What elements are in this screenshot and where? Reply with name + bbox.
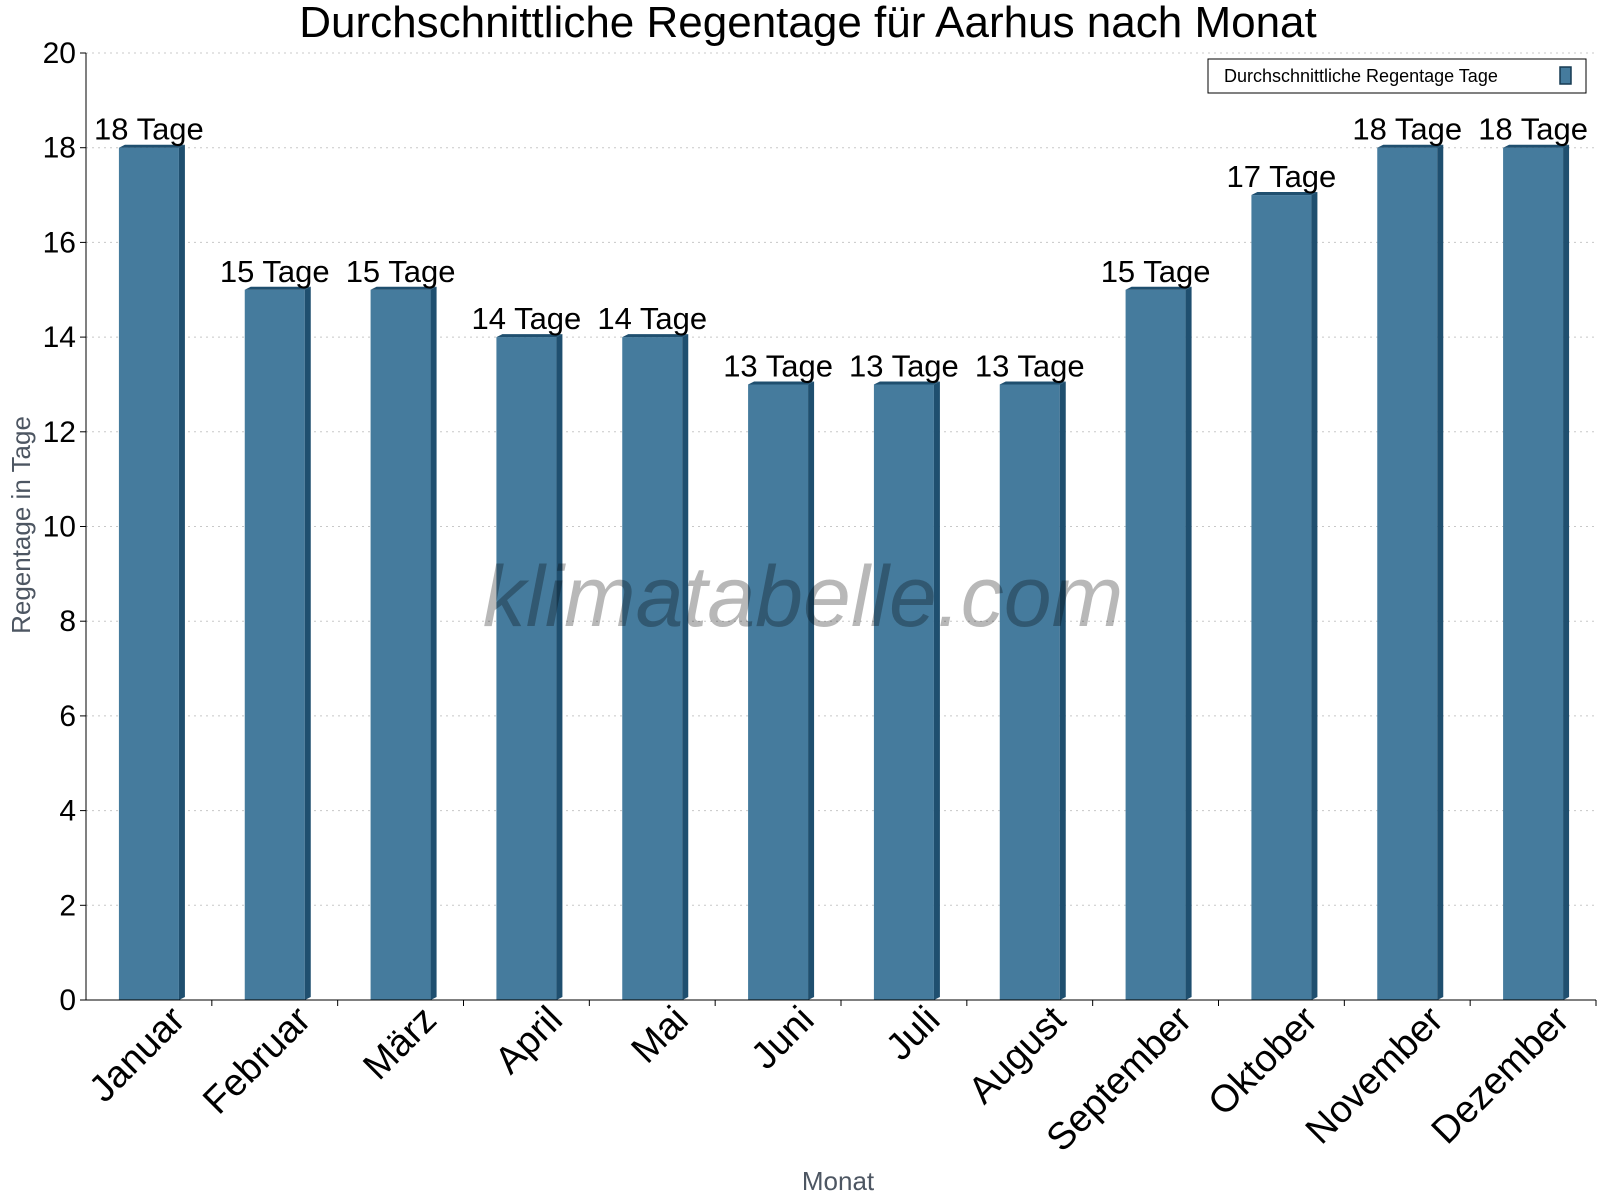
bar-top xyxy=(999,381,1066,385)
bar-april xyxy=(496,334,563,1001)
bar-top xyxy=(748,381,815,385)
bar-side xyxy=(304,286,311,1000)
bar-side xyxy=(808,381,815,1000)
bar-side xyxy=(933,381,940,1000)
bar-top xyxy=(1251,192,1318,196)
y-tick-label: 10 xyxy=(43,511,76,544)
bar-top xyxy=(496,334,563,338)
bar-side xyxy=(1437,144,1444,1000)
gridlines xyxy=(86,52,1596,906)
bar-front xyxy=(496,337,557,1001)
y-tick-label: 14 xyxy=(43,321,76,354)
x-tick-label: August xyxy=(961,998,1075,1112)
legend: Durchschnittliche Regentage Tage xyxy=(1207,58,1587,94)
bar-top xyxy=(1377,144,1444,148)
y-axis-label: Regentage in Tage xyxy=(6,416,36,634)
chart-title: Durchschnittliche Regentage für Aarhus n… xyxy=(299,0,1316,47)
data-label: 15 Tage xyxy=(1101,254,1211,289)
x-tick-label: Juli xyxy=(878,999,948,1069)
data-label: 14 Tage xyxy=(472,301,582,336)
data-label: 13 Tage xyxy=(723,348,833,383)
x-tick-label: Dezember xyxy=(1424,998,1578,1152)
bar-side xyxy=(178,144,185,1000)
y-tick-label: 20 xyxy=(43,37,76,70)
bar-front xyxy=(118,147,179,1000)
x-tick-label: Juni xyxy=(743,999,822,1078)
bar-top xyxy=(1503,144,1570,148)
bar-front xyxy=(999,384,1060,1000)
bar-mai xyxy=(622,334,689,1001)
data-label: 18 Tage xyxy=(94,112,204,147)
y-tick-label: 18 xyxy=(43,132,76,165)
bar-top xyxy=(622,334,689,338)
bar-august xyxy=(999,381,1066,1000)
bar-top xyxy=(370,286,437,290)
bar-side xyxy=(556,334,563,1001)
watermark: klimatabelle.com xyxy=(483,549,1123,645)
y-tick-label: 8 xyxy=(59,605,76,638)
y-tick-label: 0 xyxy=(59,984,76,1017)
bar-front xyxy=(1503,147,1564,1000)
data-label: 17 Tage xyxy=(1227,159,1337,194)
y-tick-label: 16 xyxy=(43,226,76,259)
x-tick-label: April xyxy=(487,999,570,1082)
data-label: 18 Tage xyxy=(1352,112,1462,147)
bars xyxy=(118,144,1570,1001)
x-tick-label: Oktober xyxy=(1201,998,1327,1124)
bar-november xyxy=(1377,144,1444,1000)
legend-swatch xyxy=(1559,66,1572,85)
bar-side xyxy=(1185,286,1192,1000)
bar-juli xyxy=(873,381,940,1000)
bar-front xyxy=(1125,289,1186,1000)
y-tick-label: 12 xyxy=(43,416,76,449)
bar-oktober xyxy=(1251,192,1318,1001)
bar-front xyxy=(873,384,934,1000)
y-tick-label: 2 xyxy=(59,889,76,922)
bar-juni xyxy=(748,381,815,1000)
axes: 0 2 4 6 8 10 12 14 16 18 20 xyxy=(43,37,1597,1017)
bar-dezember xyxy=(1503,144,1570,1000)
data-label: 13 Tage xyxy=(975,348,1085,383)
bar-top xyxy=(118,144,185,148)
y-tick-label: 4 xyxy=(59,795,76,828)
bar-side xyxy=(430,286,437,1000)
x-tick-label: Februar xyxy=(195,998,319,1122)
bar-front xyxy=(622,337,683,1001)
bar-top xyxy=(244,286,311,290)
data-label: 14 Tage xyxy=(597,301,707,336)
x-tick-label: Mai xyxy=(624,999,697,1072)
bar-front xyxy=(244,289,305,1000)
bar-front xyxy=(1251,195,1312,1001)
bar-front xyxy=(370,289,431,1000)
bar-januar xyxy=(118,144,185,1000)
data-label: 15 Tage xyxy=(220,254,330,289)
bar-top xyxy=(1125,286,1192,290)
bar-front xyxy=(1377,147,1438,1000)
bar-februar xyxy=(244,286,311,1000)
legend-box xyxy=(1207,58,1587,94)
bar-front xyxy=(748,384,809,1000)
x-tick-label: November xyxy=(1298,998,1452,1152)
x-tick-label: März xyxy=(356,999,445,1088)
x-axis-label: Monat xyxy=(802,1166,875,1196)
x-tick-label: Januar xyxy=(81,998,193,1110)
bar-top xyxy=(873,381,940,385)
bar-side xyxy=(682,334,689,1001)
legend-label: Durchschnittliche Regentage Tage xyxy=(1224,66,1498,86)
y-tick-label: 6 xyxy=(59,700,76,733)
bar-märz xyxy=(370,286,437,1000)
bar-side xyxy=(1563,144,1570,1000)
data-label: 15 Tage xyxy=(346,254,456,289)
bar-side xyxy=(1311,192,1318,1001)
bar-september xyxy=(1125,286,1192,1000)
data-label: 18 Tage xyxy=(1478,112,1588,147)
data-label: 13 Tage xyxy=(849,348,959,383)
bar-side xyxy=(1059,381,1066,1000)
